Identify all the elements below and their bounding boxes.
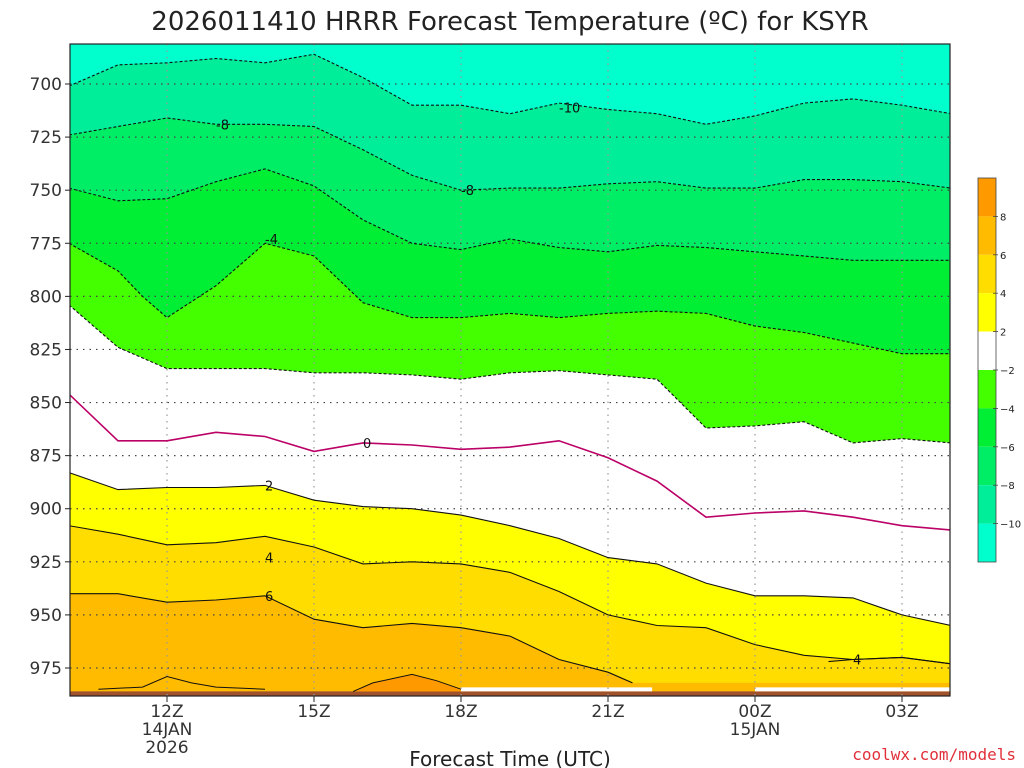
colorbar-swatch [978,446,996,486]
credit-text: coolwx.com/models [852,745,1016,764]
y-tick-label: 925 [30,553,62,573]
contour-line [70,53,950,125]
colorbar-swatch [978,485,996,524]
ground-surface [755,687,950,692]
y-tick-label: 700 [30,75,62,95]
contour-label: 4 [265,552,273,567]
contour-line [70,117,950,191]
y-tick-label: 875 [30,447,62,467]
colorbar-label: 4 [1000,289,1006,300]
colorbar-label: 8 [1000,212,1006,223]
colorbar-label: 6 [1000,251,1006,262]
contour-label: -4 [265,233,278,248]
colorbar-swatch [978,523,996,562]
contour-label: -8 [461,184,474,199]
x-tick-label: 2026 [145,738,188,758]
contour-line [70,593,633,684]
contour-line [70,168,950,261]
contour-label: 6 [265,590,273,605]
y-tick-label: 775 [30,234,62,254]
y-axis: 700 725 750 775 800 825 850 875 900 925 950 975 [30,75,70,679]
contour-line [98,675,266,690]
band-fill [70,593,950,696]
colorbar-swatch [978,254,996,294]
y-tick-label: 750 [30,181,62,201]
y-tick-label: 850 [30,394,62,414]
colorbar-swatch [978,178,996,217]
colorbar-swatch [978,216,996,255]
colorbar-label: 2 [1000,328,1006,339]
y-tick-label: 975 [30,659,62,679]
x-tick-label: 14JAN [142,720,193,740]
contour-label: 4 [853,654,861,669]
y-tick-label: 800 [30,287,62,307]
colorbar: 8 6 4 2 −2 −4 −6 −8 −10 [977,177,1021,563]
y-tick-label: 825 [30,340,62,360]
y-tick-label: 900 [30,500,62,520]
colorbar-label: −2 [1000,366,1015,377]
x-tick-label: 18Z [444,702,477,722]
colorbar-swatch [978,293,996,332]
x-tick-label: 15JAN [730,720,781,740]
contour-line [70,305,950,444]
contour-line [70,393,950,531]
colorbar-label: −6 [1000,443,1015,454]
colorbar-label: −4 [1000,404,1015,415]
contour-line [353,673,462,692]
contour-label: -10 [559,101,580,116]
x-tick-label: 21Z [591,702,624,722]
contour-line [828,656,950,665]
y-tick-label: 950 [30,606,62,626]
ground-surface [461,687,653,692]
colorbar-label: −10 [1000,520,1021,531]
x-axis-label: Forecast Time (UTC) [409,747,611,768]
x-tick-label: 03Z [885,702,918,722]
plot-border [69,43,951,697]
x-tick-label: 15Z [297,702,330,722]
x-tick-label: 00Z [738,702,771,722]
band-fill [353,674,461,692]
contour-line [70,525,950,665]
ground-surface [70,691,950,696]
x-tick-label: 12Z [150,702,183,722]
y-tick-label: 725 [30,128,62,148]
chart-title: 2026011410 HRRR Forecast Temperature (ºC… [151,7,868,37]
contour-label: 0 [363,437,371,452]
plot-area: -10 -8 -8 -4 0 2 4 6 4 [69,43,951,697]
contour-label: 2 [265,479,273,494]
contour-line [70,242,950,355]
colorbar-swatch [978,370,996,409]
colorbar-swatch [978,331,996,370]
colorbar-swatch [978,408,996,447]
colorbar-label: −8 [1000,481,1015,492]
contour-label: -8 [216,118,229,133]
contour-line [70,472,950,626]
contour-layer: -10 -8 -8 -4 0 2 4 6 4 [70,44,950,696]
